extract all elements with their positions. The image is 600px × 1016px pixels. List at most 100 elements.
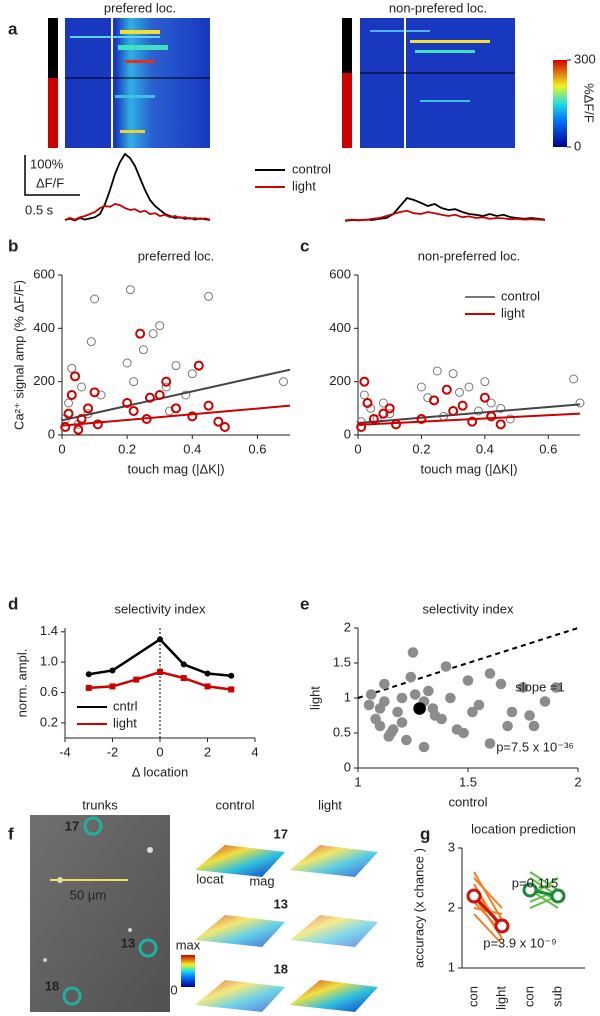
point [109, 667, 116, 674]
point [550, 682, 562, 693]
point [409, 689, 421, 700]
point [432, 366, 442, 376]
pair-line [529, 871, 559, 891]
point [462, 675, 474, 686]
y-tick-label: 200 [329, 373, 351, 388]
roi-label: 17 [65, 818, 79, 833]
panel-f-art [30, 815, 378, 1012]
y-tick-label: 2 [344, 619, 351, 634]
point [418, 741, 430, 753]
point [203, 400, 214, 411]
point [524, 710, 535, 721]
point [154, 390, 165, 400]
axis-label: locat [196, 871, 224, 886]
point [365, 689, 377, 700]
x-axis-label: touch mag (|ΔK|) [420, 461, 517, 476]
heatmap-art [48, 18, 567, 148]
point [228, 686, 235, 693]
trace [64, 152, 211, 222]
x-axis-label: control [448, 794, 487, 809]
scale-label: 50 µm [70, 887, 106, 902]
legend-label: light [113, 715, 137, 730]
x-axis-label: touch mag (|ΔK|) [127, 461, 224, 476]
point [441, 384, 452, 395]
colorbar-tick-label: 300 [574, 51, 596, 66]
colorbar-label: 0 [170, 982, 177, 997]
point [427, 703, 439, 714]
x-tick-label: 0 [354, 441, 361, 456]
point [85, 671, 92, 678]
y-tick-label: 0.2 [40, 714, 58, 729]
point [219, 422, 230, 432]
point [180, 661, 187, 668]
x-tick-label: 0.2 [412, 441, 430, 456]
point [193, 360, 204, 371]
pair-line [473, 877, 503, 909]
y-tick-label: 0 [48, 426, 55, 441]
trace [344, 209, 546, 222]
x-tick-label: 0.6 [539, 441, 557, 456]
chart-title: non-preferred loc. [418, 248, 521, 263]
x-tick-label: 2 [204, 744, 211, 759]
point [575, 398, 585, 408]
point [454, 387, 464, 397]
point [73, 424, 84, 435]
scale-bar [24, 155, 80, 196]
point [505, 414, 515, 424]
point [362, 398, 373, 408]
point [495, 678, 507, 690]
fit-line [61, 368, 291, 422]
x-tick-label: 0.2 [118, 441, 136, 456]
x-tick-label: 0 [156, 744, 163, 759]
legend-label: control [292, 161, 331, 176]
chart-title: prefered loc. [104, 0, 176, 15]
axis-label: mag [249, 873, 274, 888]
point [90, 294, 100, 304]
point [392, 706, 403, 718]
point [85, 684, 92, 691]
chart-title: selectivity index [422, 601, 514, 616]
point [187, 369, 197, 379]
x-tick-label: light [493, 986, 508, 1010]
x-tick-label: 1 [354, 774, 361, 789]
fit-line [61, 404, 291, 427]
point [66, 390, 77, 400]
point [77, 382, 87, 392]
point [363, 699, 375, 711]
y-tick-label: 400 [33, 320, 55, 335]
point [138, 345, 148, 355]
y-tick-label: 1 [448, 959, 455, 974]
point [569, 374, 579, 384]
point [92, 419, 103, 430]
point [187, 411, 198, 422]
x-tick-label: con [465, 986, 480, 1007]
point [379, 678, 390, 690]
point [502, 720, 513, 732]
point [135, 328, 146, 339]
point [405, 671, 417, 683]
point [486, 398, 496, 408]
point [396, 692, 408, 704]
point [391, 419, 402, 430]
point [155, 321, 165, 331]
point [528, 720, 540, 732]
annotation: p=0.115 [512, 875, 558, 890]
x-tick-label: con [521, 986, 536, 1007]
panel-label: g [420, 824, 430, 843]
point [171, 361, 181, 371]
mean-point [466, 888, 482, 904]
scale-label: ΔF/F [36, 175, 64, 190]
point [429, 395, 440, 406]
point [467, 416, 478, 427]
point [161, 376, 172, 387]
y-tick-label: 1.0 [40, 654, 58, 669]
legend-label: control [501, 288, 540, 303]
x-tick-label: -4 [59, 744, 71, 759]
point [228, 672, 235, 679]
colorbar-label: %ΔF/F [582, 83, 597, 123]
point [64, 398, 74, 408]
point [416, 414, 427, 424]
identity-line [357, 627, 579, 699]
colorbar-label: max [176, 937, 201, 952]
scale-label: 100% [30, 156, 64, 171]
